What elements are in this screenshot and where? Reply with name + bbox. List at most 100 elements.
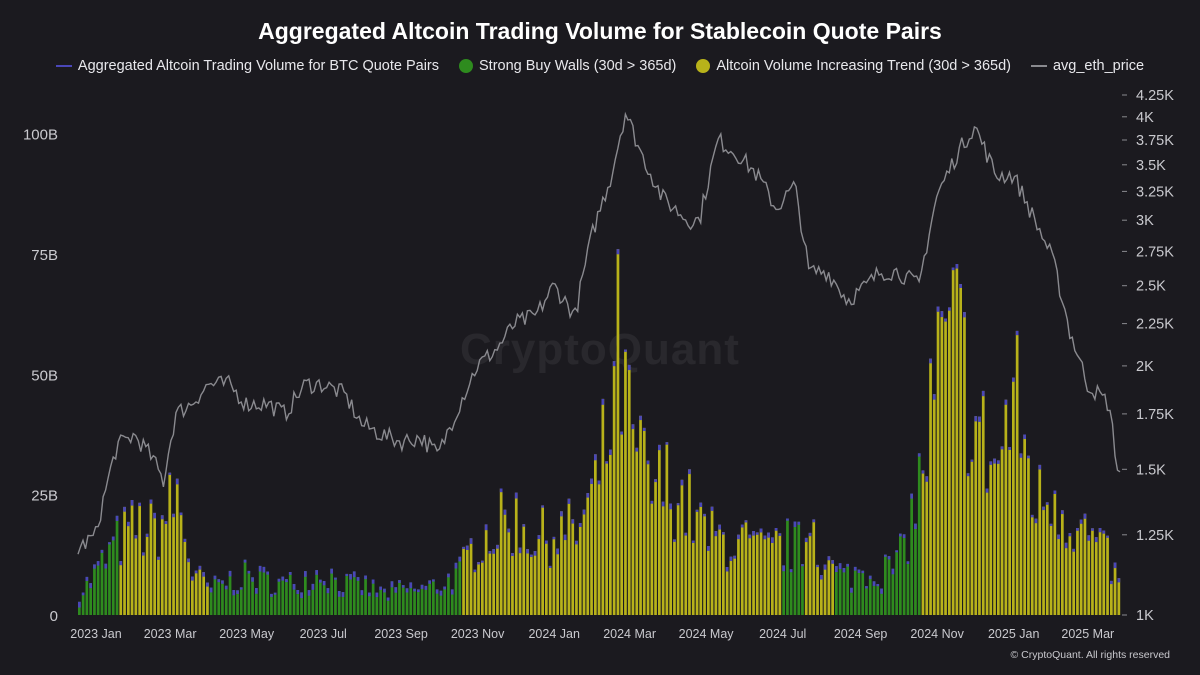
btc-volume-bar [326,588,330,594]
volume-bar [1117,578,1121,615]
volume-bar [330,568,333,615]
btc-volume-bar [1038,464,1042,470]
btc-volume-bar [695,509,699,512]
btc-volume-bar [526,549,529,554]
volume-bar [228,570,232,615]
btc-volume-bar [838,563,842,569]
btc-volume-bar [183,538,187,542]
btc-volume-bar [932,394,936,400]
btc-volume-bar [853,566,857,571]
btc-volume-bar [304,571,307,577]
btc-volume-bar [108,542,111,545]
btc-volume-bar [993,458,996,464]
volume-bar [432,579,435,615]
right-axis-tick-label: 1.5K [1136,462,1166,478]
btc-volume-bar [266,571,269,575]
volume-bar [236,590,239,615]
legend-item-volume-trend[interactable]: Altcoin Volume Increasing Trend (30d > 3… [696,58,1011,74]
volume-bar [906,561,910,615]
volume-bar [266,571,269,615]
legend-item-eth-price[interactable]: avg_eth_price [1030,58,1144,74]
btc-volume-bar [567,498,571,504]
volume-bar [981,390,985,615]
volume-bar [1008,447,1011,615]
volume-bar [654,479,657,615]
btc-volume-bar [616,249,620,255]
volume-bar [262,566,266,615]
btc-volume-bar [899,533,902,537]
btc-volume-bar [778,533,782,536]
volume-bar [586,493,590,615]
btc-volume-bar [605,461,608,464]
btc-volume-bar [1072,548,1075,552]
volume-bar [473,569,477,615]
volume-bar [1042,506,1045,615]
btc-volume-bar [134,535,138,539]
btc-volume-bar [673,539,676,542]
volume-bar [714,531,718,615]
btc-volume-bar [454,562,458,569]
btc-volume-bar [748,534,752,539]
btc-volume-bar [273,592,277,595]
volume-bar [609,449,612,615]
btc-volume-bar [477,562,480,565]
btc-volume-bar [383,588,386,593]
volume-bar [740,524,744,615]
volume-bar [1019,453,1023,615]
btc-volume-bar [345,573,349,576]
btc-volume-bar [1117,578,1121,583]
legend-item-strong-buy-walls[interactable]: Strong Buy Walls (30d > 365d) [459,58,676,74]
volume-bar [812,519,816,615]
volume-bar [989,461,993,615]
btc-volume-bar [484,524,488,531]
btc-volume-bar [594,454,597,461]
volume-bar [929,358,932,615]
volume-bar [951,267,955,615]
volume-bar [556,548,559,615]
left-axis-tick-label: 50B [31,367,58,384]
volume-bar [1004,399,1008,615]
volume-bar [1053,490,1057,615]
volume-bar [424,585,428,615]
x-axis-tick-label: 2025 Mar [1061,627,1114,641]
volume-bar [450,589,454,615]
volume-bar [206,582,209,615]
left-axis-tick-label: 75B [31,247,58,264]
btc-volume-bar [691,540,695,543]
btc-volume-bar [488,551,492,554]
volume-bar [703,513,706,615]
btc-volume-bar [206,582,209,587]
x-axis-tick-label: 2023 Jul [300,627,347,641]
btc-volume-bar [612,361,616,367]
btc-volume-bar [699,502,703,507]
btc-volume-bar [729,556,733,561]
btc-volume-bar [658,444,661,451]
volume-bar [435,589,439,615]
volume-bar [774,528,778,615]
volume-bar [304,571,307,615]
btc-volume-bar [1030,514,1034,518]
volume-bar [578,523,582,615]
btc-volume-bar [895,550,898,553]
x-axis: 2023 Jan 2023 Mar 2023 May 2023 Jul 2023 Sep… [70,627,1114,641]
btc-volume-bar [1083,513,1087,519]
volume-bar [985,488,989,615]
volume-bar [567,498,571,615]
btc-volume-bar [578,523,582,527]
btc-volume-bar [1102,530,1106,534]
btc-volume-bar [349,574,352,580]
volume-bar [123,506,126,615]
btc-volume-bar [311,583,315,590]
btc-volume-bar [435,589,439,594]
legend-item-btc-volume[interactable]: Aggregated Altcoin Trading Volume for BT… [55,58,439,74]
volume-bar [496,544,499,615]
btc-volume-bar [884,554,887,557]
volume-bar [239,587,243,615]
right-axis-tick-label: 1.75K [1136,407,1174,423]
left-axis-tick-label: 25B [31,488,58,505]
btc-volume-bar [929,358,932,364]
btc-volume-bar [940,311,944,318]
volume-bar [134,535,138,615]
volume-bar [563,534,567,615]
volume-bar [827,556,831,615]
